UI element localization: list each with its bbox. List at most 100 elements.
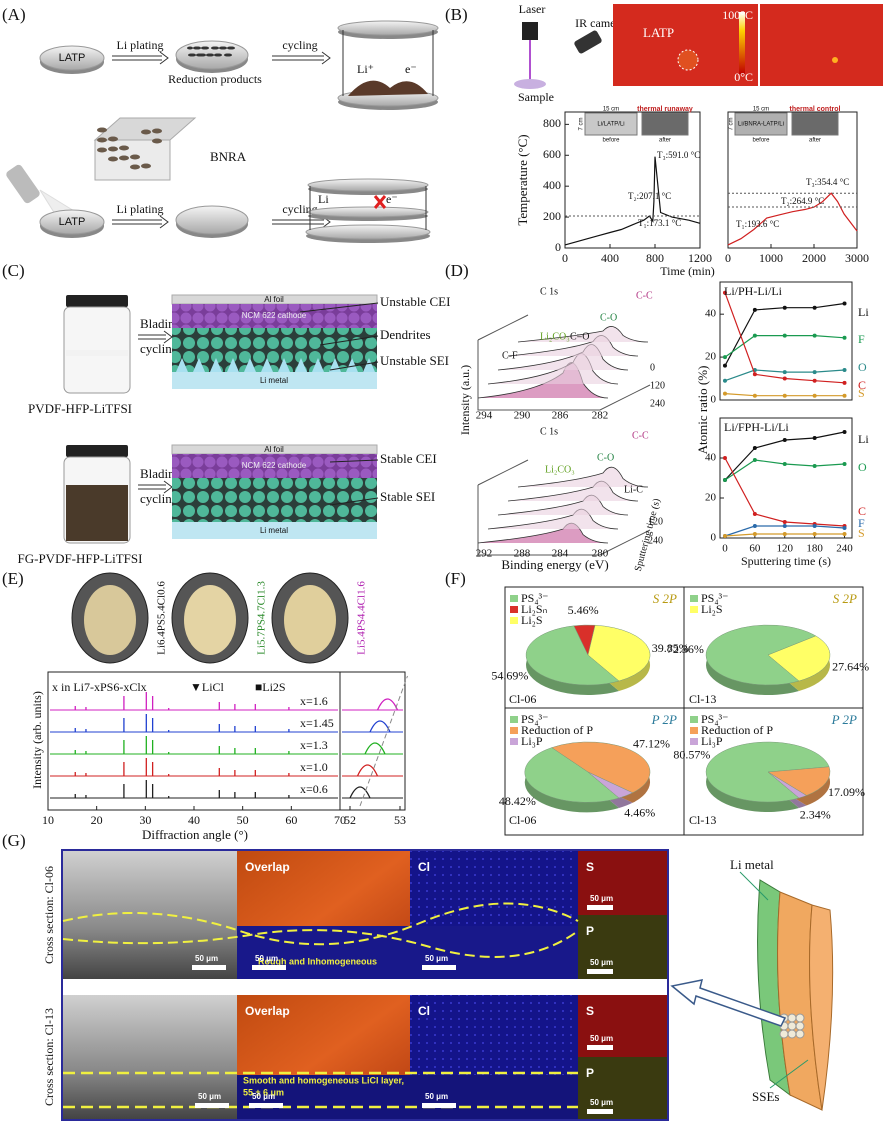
data-label: 5.46% [568, 603, 599, 617]
data-point [812, 436, 817, 440]
pie-slice [524, 747, 620, 803]
y-tick-label: 20 [705, 492, 717, 504]
disk [307, 206, 429, 218]
label: C-O [597, 452, 614, 463]
y-axis-label: Temperature (°C) [515, 134, 530, 225]
label: 288 [514, 548, 531, 560]
label: 286 [552, 410, 569, 422]
label: before [602, 138, 620, 144]
legend-label: PS₄³⁻ [521, 591, 548, 605]
label: Reduction products [168, 72, 262, 86]
reduction-spot [211, 46, 217, 50]
inset-photo [734, 112, 788, 136]
data-point [812, 378, 817, 383]
legend-label: C [858, 504, 866, 518]
label: cycling [140, 491, 179, 506]
pie-slice [525, 625, 620, 686]
y-tick-label: 600 [543, 147, 561, 161]
legend-label: Reduction of P [701, 723, 773, 737]
label: 0 [650, 362, 655, 373]
reduction-spot [227, 46, 233, 50]
plot-frame [719, 281, 853, 401]
shift-guide [359, 675, 408, 807]
pie-slice [767, 771, 808, 799]
legend-label: PS₄³⁻ [701, 591, 728, 605]
dendrite [346, 358, 358, 372]
bnra-particle [152, 138, 162, 144]
bnra-particle [108, 146, 118, 152]
data-point [842, 301, 847, 306]
label: LATP [643, 25, 674, 40]
label: 240 [650, 398, 665, 409]
annotation: T₃:354.4 °C [806, 177, 849, 187]
bnra-particle [152, 128, 162, 134]
label: 282 [592, 410, 609, 422]
label: C 1s [540, 426, 558, 437]
label: C-F [502, 350, 518, 361]
bnra-particle [130, 154, 140, 160]
data-point [812, 532, 817, 536]
legend-label: Li₃P [701, 734, 723, 748]
legend-label: PS₄³⁻ [521, 712, 548, 726]
particle [795, 1029, 805, 1039]
reduction-spot [219, 46, 225, 50]
sample-label: Cl-06 [509, 813, 536, 827]
spray-can [6, 164, 40, 204]
label: thermal control [790, 106, 841, 113]
pointer [769, 1059, 809, 1089]
label: FG-PVDF-HFP-LiTFSI [18, 551, 143, 566]
legend-label: C [858, 378, 866, 392]
disk [307, 178, 429, 192]
label: 7 cm [579, 117, 585, 130]
xps-axes [477, 314, 651, 411]
li-metal [172, 522, 377, 539]
data-point [782, 524, 787, 528]
data-point [812, 305, 817, 310]
data-point [782, 462, 787, 466]
x-tick-label: 30 [139, 813, 151, 827]
data-point [752, 524, 757, 528]
label: ■Li2S [255, 680, 286, 694]
pointer [329, 497, 379, 506]
label: BNRA [210, 149, 247, 164]
label: 15 cm [753, 107, 769, 113]
data-label: 80.57% [673, 747, 710, 761]
label: Sample [518, 90, 554, 104]
series-label: x=1.3 [300, 738, 328, 752]
plot-frame [47, 671, 406, 811]
data-point [812, 393, 817, 398]
reduction-spot [193, 46, 199, 50]
data-point [842, 380, 847, 385]
sse-face [809, 904, 834, 1111]
data-line [724, 335, 845, 358]
bnra-particle [130, 164, 140, 170]
p-map [578, 1057, 667, 1119]
label: Li5.4PS4.4Cl1.6 [356, 581, 368, 655]
label: Li⁺ [357, 62, 374, 76]
label: 7 cm [729, 117, 735, 130]
particle [787, 1021, 797, 1031]
label: C-C [636, 290, 653, 301]
electrolyte [172, 478, 377, 522]
label: 50 μm [590, 958, 613, 967]
data-point [842, 532, 847, 536]
scale-bar [587, 1109, 613, 1114]
label: Intensity (arb. units) [30, 691, 44, 789]
annotation: T₂:207.1 °C [628, 191, 671, 201]
data-point [722, 355, 727, 360]
reduction-spot [188, 53, 194, 57]
dendrite [278, 358, 290, 372]
pie-slice [705, 624, 817, 686]
x-tick-label: 53 [394, 813, 406, 827]
y-tick-label: 0 [711, 532, 717, 544]
scale-bar [587, 905, 613, 910]
jar-lid [66, 445, 128, 457]
data-label: 4.46% [624, 806, 655, 820]
data-point [812, 464, 817, 468]
data-line [564, 156, 701, 246]
data-point [842, 462, 847, 466]
label: Li metal [730, 857, 774, 872]
label: C=O [570, 331, 590, 342]
disk [337, 20, 439, 36]
